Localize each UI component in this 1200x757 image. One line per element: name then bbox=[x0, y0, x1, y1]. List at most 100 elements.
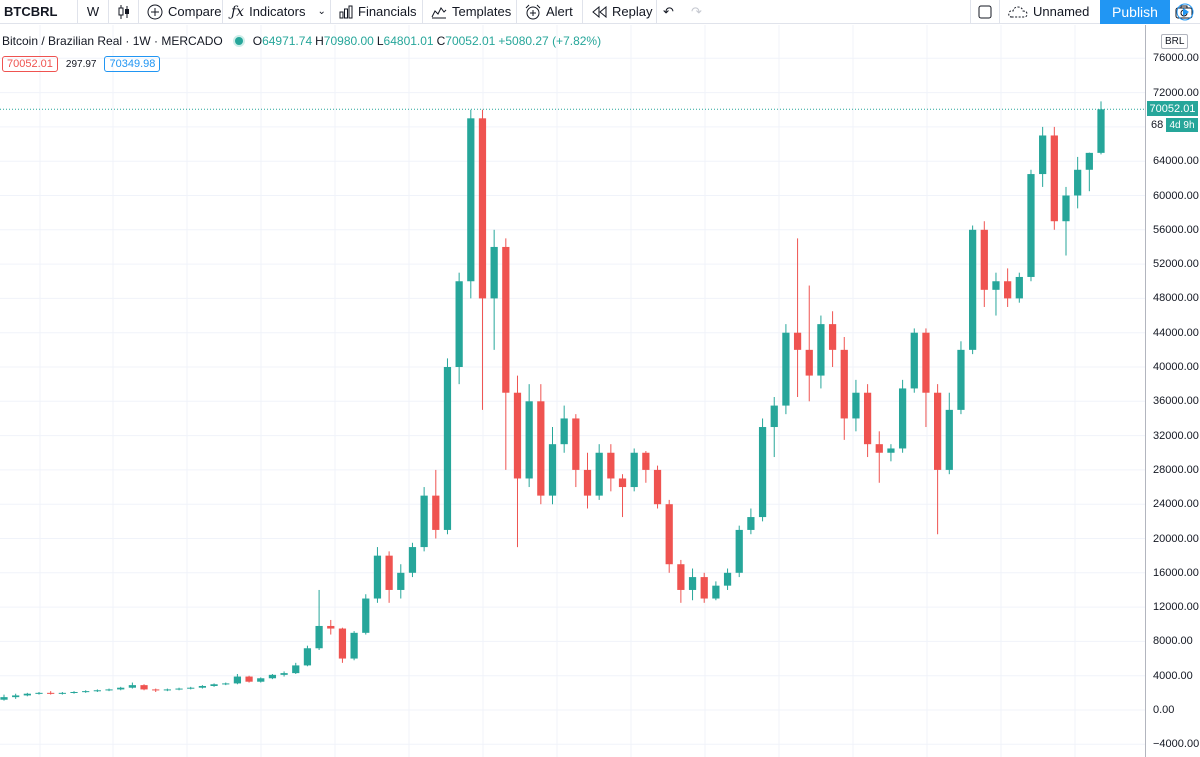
symbol-label: BTCBRL bbox=[4, 4, 58, 19]
templates-icon bbox=[431, 5, 447, 19]
candle bbox=[560, 405, 568, 453]
compare-button[interactable]: Compare bbox=[139, 0, 223, 24]
candle bbox=[782, 324, 790, 415]
candle bbox=[245, 675, 253, 683]
buy-price-button[interactable]: 70349.98 bbox=[104, 56, 161, 72]
price-tick-label: 12000.00 bbox=[1153, 601, 1199, 614]
candle bbox=[747, 508, 755, 535]
candle bbox=[922, 328, 930, 428]
candle bbox=[1062, 186, 1070, 256]
price-tick-label: 72000.00 bbox=[1153, 86, 1199, 99]
candle bbox=[583, 452, 592, 509]
hidden-price-tick: 68 bbox=[1151, 119, 1164, 131]
price-tick-label: 8000.00 bbox=[1153, 635, 1193, 648]
last-price-label: 70052.01 bbox=[1147, 101, 1198, 116]
undo-button[interactable]: ↶ bbox=[657, 0, 685, 24]
candle bbox=[35, 691, 43, 695]
candle bbox=[222, 682, 230, 686]
high-label: H bbox=[315, 34, 324, 48]
price-tick-label: 20000.00 bbox=[1153, 532, 1199, 545]
change-value: +5080.27 (+7.82%) bbox=[498, 34, 602, 48]
candle bbox=[70, 691, 78, 694]
price-tick-label: 16000.00 bbox=[1153, 566, 1199, 579]
price-tick-label: 36000.00 bbox=[1153, 395, 1199, 408]
candle bbox=[373, 547, 382, 603]
alert-button[interactable]: Alert bbox=[517, 0, 583, 24]
candle bbox=[688, 568, 697, 601]
candle bbox=[23, 692, 31, 697]
candle bbox=[420, 487, 428, 552]
candle bbox=[82, 690, 90, 693]
interval-button[interactable]: W bbox=[78, 0, 109, 24]
candle bbox=[58, 691, 66, 695]
bar-countdown-label: 4d 9h bbox=[1166, 118, 1198, 132]
low-value: 64801.01 bbox=[383, 34, 434, 48]
candlestick-chart bbox=[0, 25, 1145, 757]
candle bbox=[630, 448, 638, 492]
price-tick-label: 56000.00 bbox=[1153, 223, 1199, 236]
indicators-button[interactable]: ƒx Indicators ⌄ bbox=[223, 0, 331, 24]
candle bbox=[677, 559, 685, 603]
candle bbox=[1085, 152, 1093, 192]
candle bbox=[198, 685, 207, 689]
candle bbox=[525, 384, 533, 488]
cloud-icon bbox=[1008, 5, 1028, 18]
low-label: L bbox=[376, 34, 384, 48]
candle bbox=[93, 689, 101, 692]
fullscreen-select-button[interactable] bbox=[970, 0, 1000, 24]
candle bbox=[350, 631, 358, 661]
chart-pane[interactable] bbox=[0, 25, 1145, 757]
price-axis[interactable] bbox=[1145, 25, 1200, 757]
financials-button[interactable]: Financials bbox=[331, 0, 423, 24]
candle bbox=[945, 392, 953, 475]
redo-button[interactable]: ↷ bbox=[685, 0, 711, 24]
financials-label: Financials bbox=[358, 4, 417, 19]
candle bbox=[817, 315, 825, 389]
indicators-label: Indicators bbox=[249, 4, 306, 19]
price-tick-label: 24000.00 bbox=[1153, 498, 1199, 511]
replay-button[interactable]: Replay bbox=[583, 0, 657, 24]
price-tick-label: 28000.00 bbox=[1153, 463, 1199, 476]
candle bbox=[12, 693, 20, 699]
sell-price-button[interactable]: 70052.01 bbox=[2, 56, 58, 72]
candle bbox=[653, 465, 662, 509]
candle bbox=[980, 221, 988, 307]
candle bbox=[490, 229, 498, 350]
templates-button[interactable]: Templates bbox=[423, 0, 517, 24]
candle bbox=[408, 542, 417, 578]
candle bbox=[338, 627, 347, 663]
candle bbox=[898, 379, 907, 453]
square-icon bbox=[978, 5, 992, 19]
candle bbox=[805, 285, 813, 402]
candle bbox=[362, 594, 370, 635]
candle bbox=[793, 238, 802, 398]
symbol-search[interactable]: BTCBRL bbox=[0, 0, 78, 24]
candle bbox=[723, 568, 732, 590]
templates-label: Templates bbox=[452, 4, 512, 19]
candle bbox=[280, 671, 288, 677]
open-label: O bbox=[252, 34, 263, 48]
bar-chart-icon bbox=[339, 5, 353, 19]
candle bbox=[443, 358, 452, 535]
candle bbox=[257, 677, 265, 683]
candle bbox=[770, 397, 778, 458]
candle bbox=[140, 684, 148, 691]
close-label: C bbox=[436, 34, 446, 48]
candle bbox=[537, 384, 545, 505]
currency-badge[interactable]: BRL bbox=[1161, 34, 1189, 49]
price-tick-label: 44000.00 bbox=[1153, 326, 1199, 339]
chart-type-button[interactable] bbox=[109, 0, 139, 24]
candle bbox=[863, 384, 872, 458]
candle bbox=[852, 379, 860, 432]
layout-menu[interactable]: Unnamed ⌄ bbox=[1000, 0, 1108, 24]
publish-button[interactable]: Publish bbox=[1100, 0, 1170, 24]
price-tick-label: 64000.00 bbox=[1153, 155, 1199, 168]
high-value: 70980.00 bbox=[323, 34, 374, 48]
candle bbox=[735, 525, 743, 578]
candle bbox=[828, 311, 837, 367]
candle bbox=[642, 451, 650, 483]
candle bbox=[467, 109, 475, 299]
replay-play-button[interactable] bbox=[1170, 0, 1200, 24]
candle bbox=[992, 272, 1000, 316]
plus-circle-icon bbox=[147, 4, 163, 20]
